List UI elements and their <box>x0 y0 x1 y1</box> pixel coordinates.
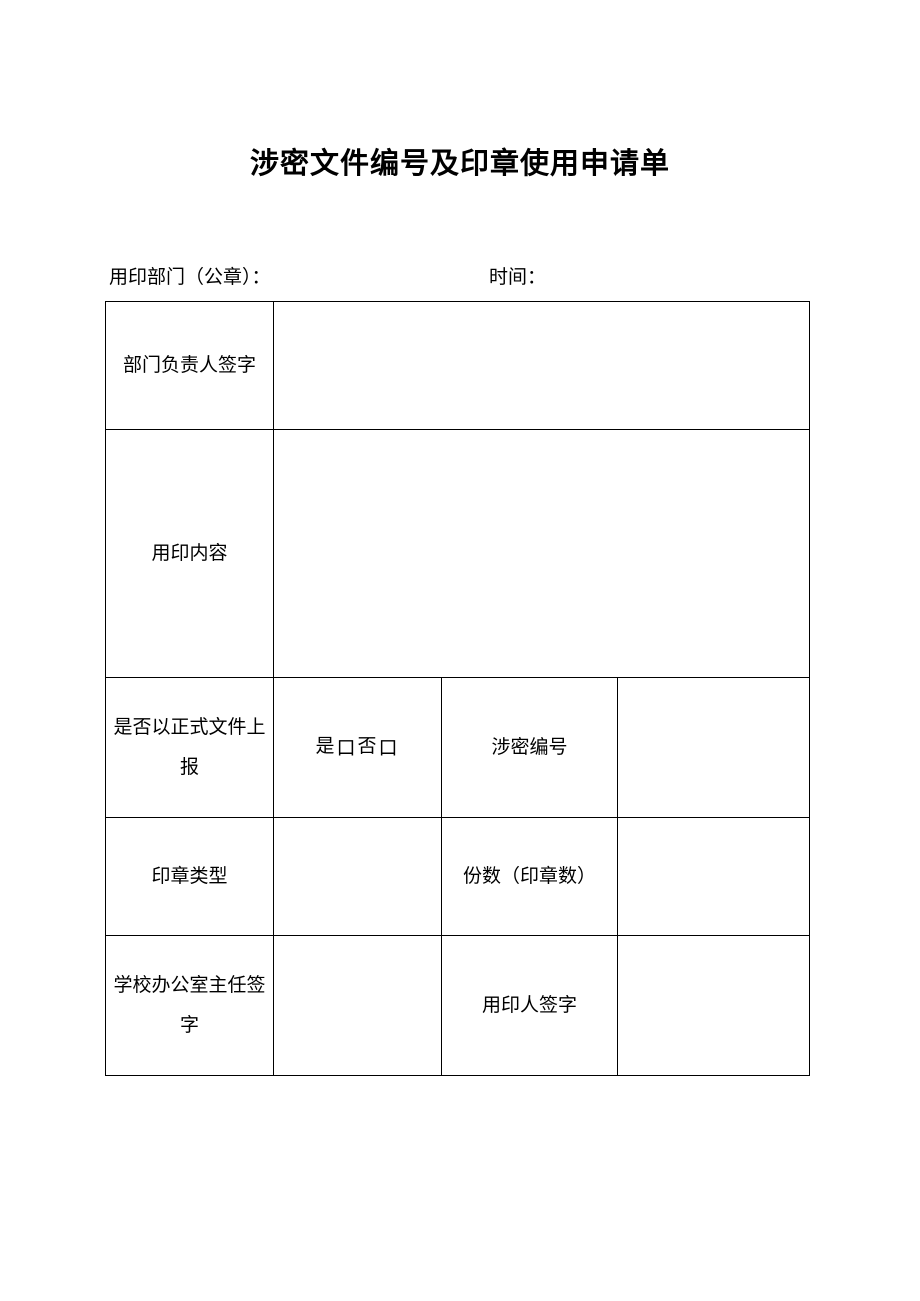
table-row: 是否以正式文件上报 是口否口 涉密编号 <box>106 678 810 818</box>
cell-seal-type-value[interactable] <box>274 818 442 936</box>
header-row: 用印部门（公章）： 时间： <box>105 262 815 289</box>
cell-seal-user-sign-label: 用印人签字 <box>442 936 618 1076</box>
yes-label: 是 <box>315 736 334 757</box>
cell-formal-report-label: 是否以正式文件上报 <box>106 678 274 818</box>
cell-secret-number-value[interactable] <box>618 678 810 818</box>
document-page: 涉密文件编号及印章使用申请单 用印部门（公章）： 时间： 部门负责人签字 用印内… <box>0 0 920 1076</box>
application-form-table: 部门负责人签字 用印内容 是否以正式文件上报 是口否口 涉密编号 印章类型 份数… <box>105 301 810 1076</box>
cell-yes-no-checkbox[interactable]: 是口否口 <box>274 678 442 818</box>
cell-copies-value[interactable] <box>618 818 810 936</box>
cell-copies-label: 份数（印章数） <box>442 818 618 936</box>
cell-dept-head-sign-value[interactable] <box>274 302 810 430</box>
cell-office-director-sign-value[interactable] <box>274 936 442 1076</box>
document-title: 涉密文件编号及印章使用申请单 <box>105 140 815 182</box>
cell-seal-content-label: 用印内容 <box>106 430 274 678</box>
table-row: 印章类型 份数（印章数） <box>106 818 810 936</box>
checkbox-icon: 口 <box>336 729 355 769</box>
checkbox-icon: 口 <box>379 729 398 769</box>
table-row: 部门负责人签字 <box>106 302 810 430</box>
table-row: 学校办公室主任签字 用印人签字 <box>106 936 810 1076</box>
table-row: 用印内容 <box>106 430 810 678</box>
cell-dept-head-sign-label: 部门负责人签字 <box>106 302 274 430</box>
cell-seal-content-value[interactable] <box>274 430 810 678</box>
cell-office-director-sign-label: 学校办公室主任签字 <box>106 936 274 1076</box>
time-label: 时间： <box>489 262 815 289</box>
cell-secret-number-label: 涉密编号 <box>442 678 618 818</box>
cell-seal-user-sign-value[interactable] <box>618 936 810 1076</box>
no-label: 否 <box>358 736 377 757</box>
department-label: 用印部门（公章）： <box>109 262 489 289</box>
cell-seal-type-label: 印章类型 <box>106 818 274 936</box>
